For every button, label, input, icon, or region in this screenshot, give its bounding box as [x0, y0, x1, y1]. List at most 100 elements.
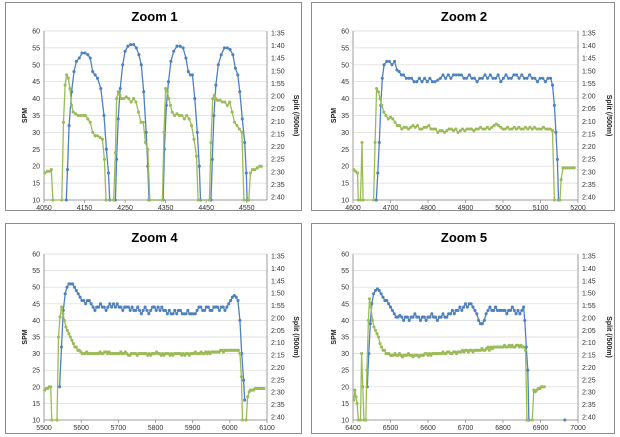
data-point-spm	[459, 73, 463, 77]
data-point-spm	[129, 42, 133, 47]
data-point-spm	[491, 76, 495, 80]
data-point-spm	[478, 76, 482, 80]
data-point-split	[505, 125, 510, 129]
data-point-spm	[214, 83, 218, 87]
data-point-spm	[462, 76, 466, 80]
data-point-spm	[108, 302, 112, 306]
data-point-split	[136, 110, 141, 114]
x-tick-label: 6700	[458, 425, 474, 432]
data-point-split	[194, 154, 199, 158]
data-point-spm	[152, 305, 156, 309]
data-point-split	[445, 129, 449, 133]
data-point-split	[70, 338, 74, 342]
y2-tick-label: 2:10	[271, 340, 285, 347]
data-point-split	[384, 113, 388, 118]
data-point-spm	[486, 76, 490, 80]
x-tick-label: 4900	[458, 205, 474, 212]
chart-panel-zoom-4: Zoom 4 10 15 20 25 30 35 40 45 50 55 60 2:40 2:35 2:30…	[5, 223, 302, 434]
data-point-spm	[400, 315, 404, 319]
y2-tick-label: 2:40	[582, 195, 596, 202]
chart-panel-zoom-2: Zoom 2 10 15 20 25 30 35 40 45 50 55 60 2:40 2:35 2:30…	[311, 2, 615, 212]
y-tick-label: 50	[341, 62, 349, 69]
data-point-spm	[223, 308, 227, 312]
data-point-split	[367, 297, 372, 301]
y-tick-label: 55	[341, 268, 349, 275]
y2-tick-label: 1:50	[582, 68, 596, 75]
x-tick-label: 4150	[77, 205, 93, 212]
data-point-spm	[225, 305, 229, 309]
y2-tick-label: 1:40	[582, 43, 596, 50]
data-point-spm	[193, 312, 197, 316]
data-point-spm	[438, 76, 442, 80]
data-point-split	[530, 127, 534, 131]
data-point-spm	[372, 292, 376, 296]
data-point-spm	[508, 308, 513, 312]
x-tick-label: 4050	[36, 205, 52, 212]
y2-tick-label: 2:00	[271, 315, 285, 322]
data-point-spm	[65, 285, 69, 289]
data-point-split	[552, 198, 556, 202]
data-point-spm	[523, 318, 527, 322]
data-point-split	[358, 418, 363, 422]
data-point-split	[539, 127, 543, 131]
x-tick-label: 6600	[420, 425, 436, 432]
data-point-split	[102, 157, 106, 161]
chart-title: Zoom 5	[441, 230, 487, 245]
data-point-spm	[493, 76, 498, 80]
data-point-split	[433, 127, 438, 131]
data-point-split	[247, 198, 251, 202]
chart-zoom-1: Zoom 110152025303540455055602:402:352:30…	[22, 9, 299, 212]
data-point-split	[148, 198, 152, 202]
data-point-split	[170, 110, 174, 114]
data-point-spm	[197, 164, 201, 168]
data-point-spm	[385, 59, 389, 63]
data-point-split	[490, 125, 494, 129]
data-point-spm	[104, 147, 108, 151]
y-tick-label: 15	[32, 181, 40, 188]
data-point-spm	[387, 59, 391, 63]
data-point-spm	[516, 308, 520, 312]
data-point-split	[187, 117, 191, 121]
data-point-spm	[475, 80, 479, 84]
data-point-split	[541, 125, 546, 129]
data-point-spm	[86, 53, 90, 57]
y2-tick-label: 2:10	[582, 119, 596, 126]
data-point-split	[165, 90, 169, 94]
data-point-split	[242, 198, 246, 202]
data-point-split	[211, 97, 215, 101]
chart-zoom-5: Zoom 5 10 15 20 25 30 35 40 45 50 55 60 2:40 2:35 2:30…	[331, 230, 612, 432]
data-point-spm	[520, 73, 524, 77]
data-point-spm	[486, 308, 490, 312]
y2-tick-label: 1:45	[271, 278, 285, 285]
data-point-split	[192, 137, 196, 141]
data-point-split	[91, 130, 95, 134]
data-point-spm	[149, 308, 153, 312]
data-point-spm	[143, 305, 147, 309]
data-point-spm	[471, 305, 475, 309]
data-point-spm	[160, 305, 164, 309]
data-point-spm	[492, 308, 496, 312]
data-point-spm	[452, 312, 456, 316]
data-point-spm	[195, 130, 199, 134]
chart-panel-zoom-1: Zoom 1 10 15 20 25 30 35 40 45 50 55 60 2:40 2:35 2:30…	[5, 2, 302, 212]
data-point-split	[415, 124, 420, 128]
chart-zoom-4: Zoom 4 10 15 20 25 30 35 40 45 50 55 60 2:40 2:35 2:30…	[22, 230, 299, 432]
data-point-spm	[368, 322, 372, 326]
x-tick-label: 6400	[345, 425, 361, 432]
data-point-split	[93, 134, 97, 138]
y-tick-label: 40	[341, 96, 349, 103]
data-point-split	[143, 140, 147, 145]
data-point-split	[113, 151, 117, 155]
data-point-split	[523, 348, 528, 352]
data-point-spm	[435, 318, 439, 322]
data-point-spm	[377, 140, 381, 145]
data-point-split	[418, 127, 422, 131]
y2-tick-label: 1:55	[582, 303, 596, 310]
y2-tick-label: 2:15	[271, 353, 285, 360]
data-point-split	[449, 127, 453, 131]
data-point-spm	[74, 288, 78, 293]
data-point-spm	[169, 59, 173, 63]
data-point-spm	[377, 288, 381, 293]
data-point-spm	[134, 308, 138, 312]
data-point-split	[173, 113, 177, 118]
